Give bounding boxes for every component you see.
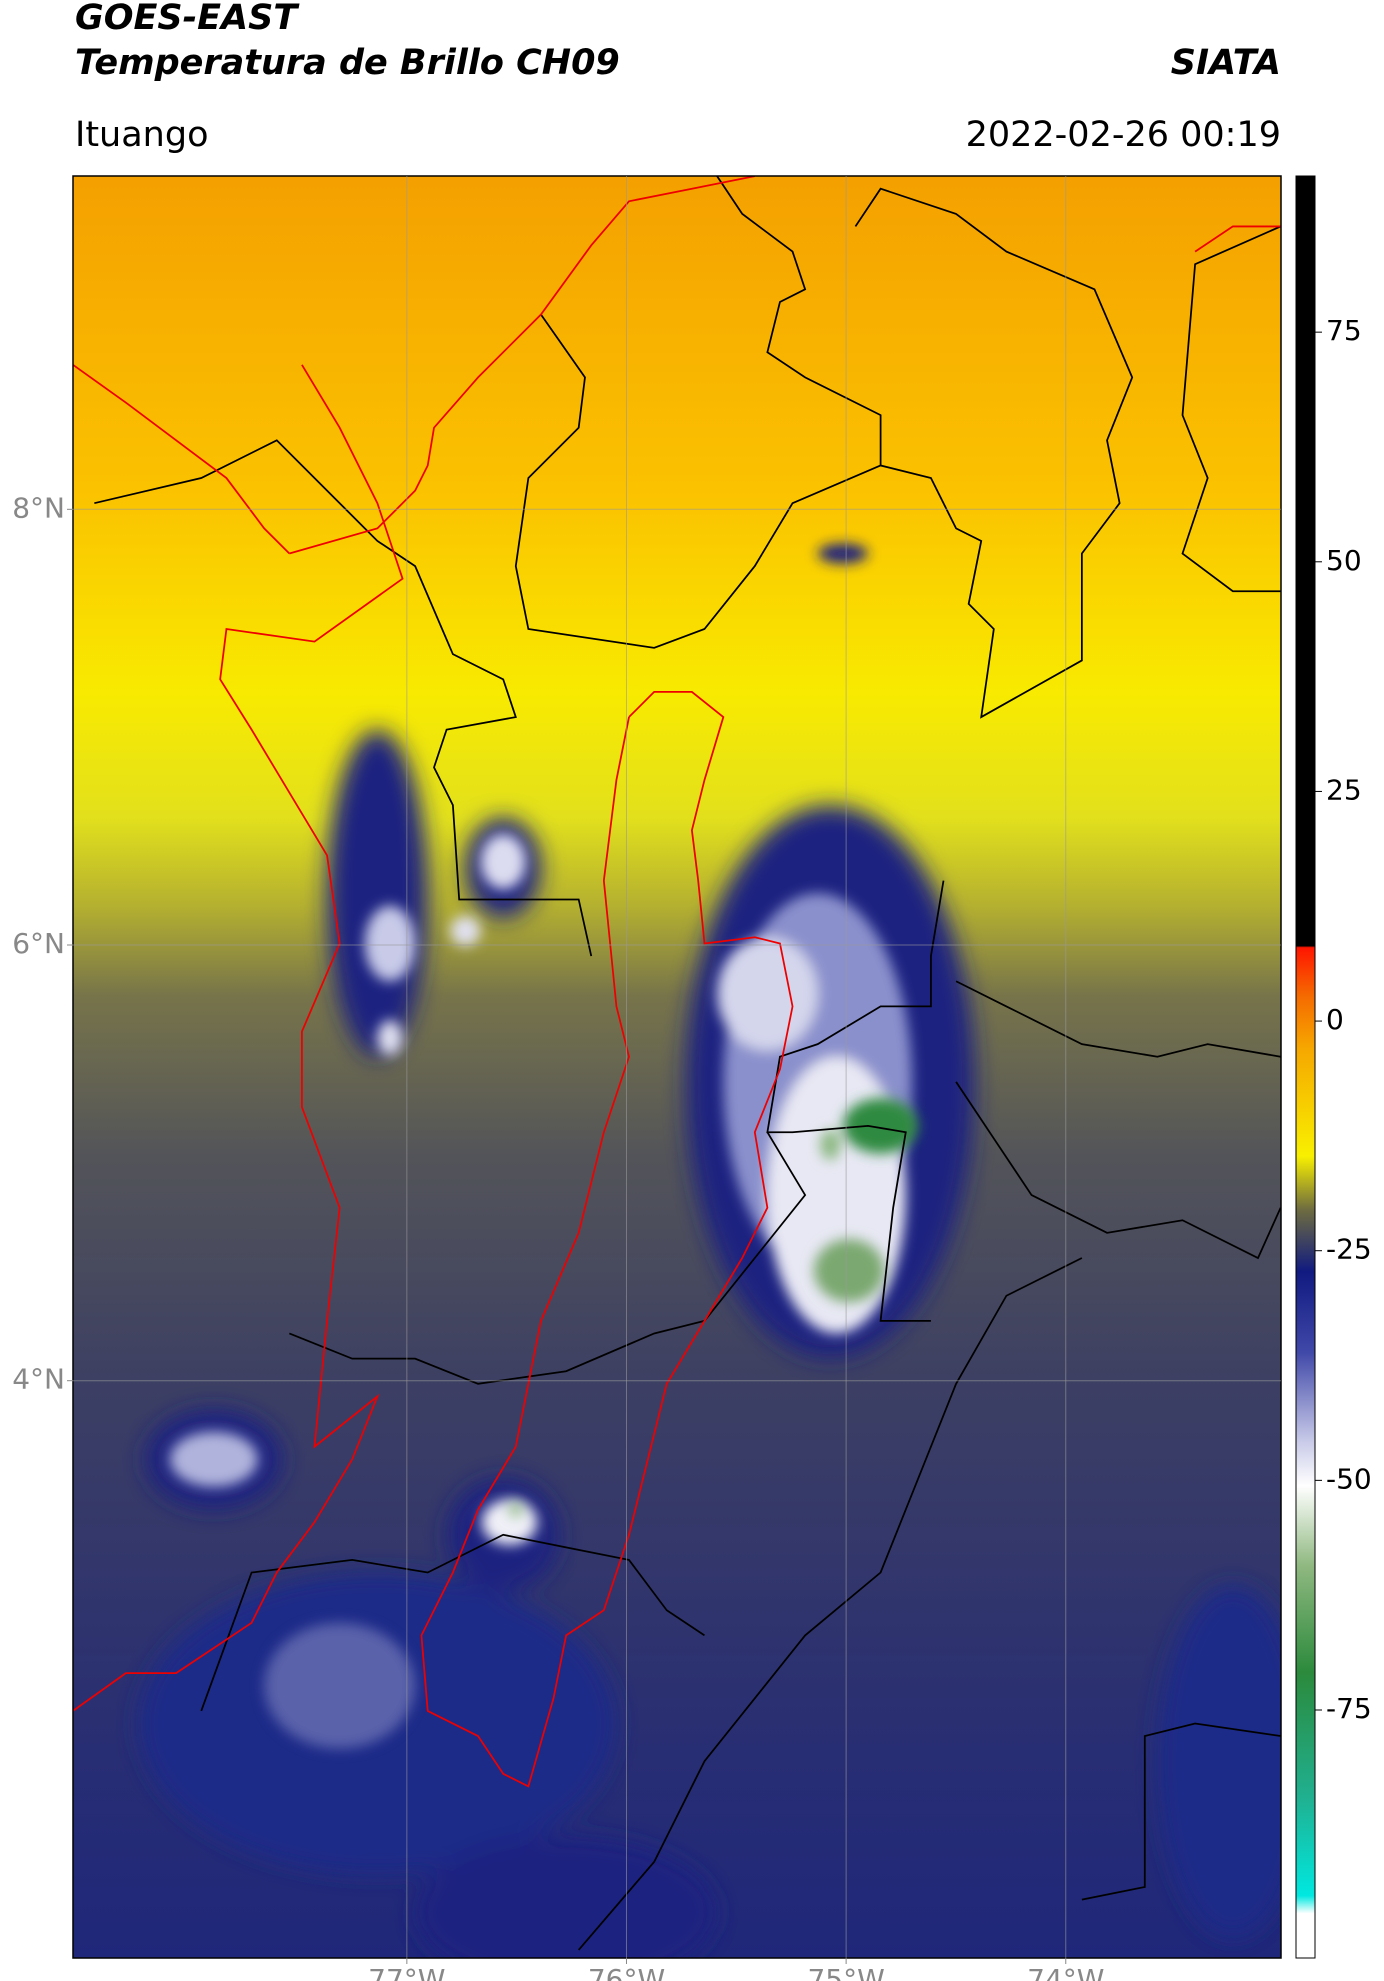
- map-frame: [72, 175, 1282, 1959]
- source: SIATA: [1171, 43, 1281, 83]
- cloud-light: [169, 834, 913, 1749]
- colorbar-tick-label: -25: [1326, 1233, 1372, 1266]
- datetime: 2022-02-26 00:19: [966, 115, 1281, 155]
- title: GOES-EAST: [75, 0, 300, 38]
- axes: 77°W 76°W 75°W 74°W 4°N 6°N 8°N -75 -50 -25 0 25 50 7…: [12, 176, 1372, 1981]
- imagery: [73, 176, 1281, 1958]
- boundaries-black: [94, 176, 1281, 1951]
- colorbar-tick-label: -50: [1326, 1462, 1372, 1495]
- colorbar-tick-label: 50: [1326, 544, 1362, 577]
- cloud-green: [508, 543, 919, 1518]
- y-tick-label: 8°N: [12, 491, 65, 524]
- y-tick-label: 4°N: [12, 1363, 65, 1396]
- x-tick-label: 77°W: [368, 1963, 445, 1981]
- colorbar-tick-label: 25: [1326, 773, 1362, 806]
- x-tick-label: 74°W: [1027, 1963, 1104, 1981]
- x-tick-label: 75°W: [807, 1963, 884, 1981]
- y-tick-label: 6°N: [12, 927, 65, 960]
- colorbar-tick-label: 0: [1326, 1003, 1344, 1036]
- colorbar-tick-label: -75: [1326, 1692, 1372, 1725]
- subtitle: Temperatura de Brillo CH09: [75, 43, 620, 83]
- colorbar-tick-label: 75: [1326, 314, 1362, 347]
- x-tick-label: 76°W: [588, 1963, 665, 1981]
- map: [73, 176, 1281, 1958]
- location: Ituango: [75, 115, 209, 155]
- colorbar: [1295, 175, 1316, 1959]
- boundaries-red: [73, 176, 1281, 1788]
